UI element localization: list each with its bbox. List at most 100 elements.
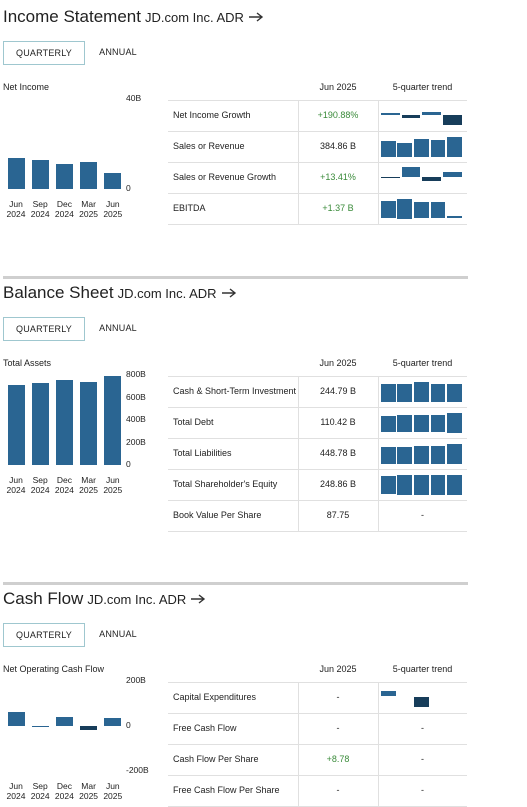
tab[interactable]: ANNUAL bbox=[99, 47, 137, 57]
y-tick-label: -200B bbox=[126, 765, 149, 775]
chart-label: Net Income bbox=[3, 82, 50, 92]
arrow-path bbox=[191, 594, 206, 604]
x-tick-label: Mar 2025 bbox=[79, 475, 99, 495]
section-title: Cash Flow bbox=[3, 589, 84, 608]
y-tick-label: 200B bbox=[126, 436, 146, 447]
trend-bar bbox=[397, 198, 413, 219]
section-header: Balance Sheet JD.com Inc. ADR bbox=[3, 283, 237, 305]
trend-bar bbox=[447, 412, 462, 433]
bar bbox=[55, 164, 73, 189]
row-label: Book Value Per Share bbox=[173, 509, 262, 520]
trend-bar bbox=[380, 383, 396, 402]
y-tick-label: 40B bbox=[126, 93, 142, 103]
row-label: Free Cash Flow Per Share bbox=[173, 784, 280, 795]
column-header: Jun 2025 bbox=[319, 82, 357, 92]
arrow-icon bbox=[248, 12, 264, 22]
row-value: 384.86 B bbox=[319, 140, 357, 151]
row-value: +13.41% bbox=[320, 171, 356, 182]
x-tick-label: Jun 2025 bbox=[103, 475, 123, 495]
trend-bar bbox=[397, 414, 413, 433]
trend-bar bbox=[401, 166, 421, 177]
row-value: +8.78 bbox=[326, 753, 350, 764]
section-header: Cash Flow JD.com Inc. ADR bbox=[3, 589, 206, 611]
bar bbox=[80, 726, 98, 731]
row-value: 244.79 B bbox=[319, 385, 357, 396]
trend-bar bbox=[397, 383, 413, 402]
row-rule bbox=[168, 469, 467, 470]
trend-value: - bbox=[421, 784, 424, 795]
row-rule bbox=[168, 131, 467, 132]
section-divider bbox=[3, 276, 468, 279]
trend-bar bbox=[397, 142, 413, 157]
column-rule bbox=[378, 376, 379, 531]
bar bbox=[55, 717, 73, 726]
trend-bar bbox=[414, 138, 429, 157]
x-tick-label: Dec 2024 bbox=[54, 475, 74, 495]
x-tick-label: Jun 2024 bbox=[6, 475, 26, 495]
row-label: Sales or Revenue Growth bbox=[173, 171, 277, 182]
bar bbox=[104, 172, 122, 189]
tab[interactable]: ANNUAL bbox=[99, 323, 137, 333]
column-header: 5-quarter trend bbox=[392, 664, 453, 674]
y-tick-label: 800B bbox=[126, 369, 146, 379]
tab[interactable]: QUARTERLY bbox=[3, 317, 85, 341]
trend-bar bbox=[380, 446, 396, 464]
column-header: Jun 2025 bbox=[319, 664, 357, 674]
row-rule bbox=[168, 407, 467, 408]
trend-bar bbox=[447, 474, 462, 495]
x-tick-label: Jun 2025 bbox=[103, 781, 123, 801]
tab[interactable]: QUARTERLY bbox=[3, 623, 85, 647]
bar bbox=[7, 712, 25, 726]
trend-bar bbox=[430, 383, 446, 402]
row-rule bbox=[168, 531, 467, 532]
trend-bar bbox=[447, 383, 462, 402]
row-label: Net Income Growth bbox=[173, 109, 251, 120]
trend-bar bbox=[401, 114, 421, 118]
trend-bar bbox=[414, 696, 429, 707]
trend-bar bbox=[414, 445, 429, 464]
company-link[interactable]: JD.com Inc. ADR bbox=[87, 592, 187, 607]
row-label: Sales or Revenue bbox=[173, 140, 245, 151]
trend-bar bbox=[414, 414, 429, 433]
trend-bar bbox=[447, 136, 462, 157]
bar bbox=[55, 379, 73, 465]
x-tick-label: Sep 2024 bbox=[30, 199, 50, 219]
chart-label: Net Operating Cash Flow bbox=[3, 664, 105, 674]
x-tick-label: Mar 2025 bbox=[79, 199, 99, 219]
x-tick-label: Jun 2024 bbox=[6, 781, 26, 801]
bar bbox=[31, 160, 49, 189]
arrow-path bbox=[248, 12, 264, 22]
row-label: Total Liabilities bbox=[173, 447, 232, 458]
bar bbox=[7, 385, 25, 465]
row-label: Total Debt bbox=[173, 416, 214, 427]
x-tick-label: Sep 2024 bbox=[30, 781, 50, 801]
row-label: Total Shareholder's Equity bbox=[173, 478, 278, 489]
trend-value: - bbox=[421, 753, 424, 764]
row-value: +190.88% bbox=[317, 109, 359, 120]
column-header: 5-quarter trend bbox=[392, 82, 453, 92]
trend-bar bbox=[430, 201, 446, 219]
company-link[interactable]: JD.com Inc. ADR bbox=[144, 10, 244, 25]
bar bbox=[80, 162, 98, 189]
y-tick-label: 0 bbox=[126, 720, 131, 730]
trend-bar bbox=[447, 216, 462, 219]
x-tick-label: Jun 2024 bbox=[6, 199, 26, 219]
row-label: Cash & Short-Term Investment bbox=[173, 385, 297, 396]
table-rule bbox=[168, 376, 467, 377]
tab[interactable]: ANNUAL bbox=[99, 629, 137, 639]
trend-bar bbox=[422, 176, 442, 181]
company-link[interactable]: JD.com Inc. ADR bbox=[117, 286, 217, 301]
trend-bar bbox=[397, 474, 413, 495]
row-value: 248.86 B bbox=[319, 478, 357, 489]
trend-bar bbox=[380, 415, 396, 433]
trend-bar bbox=[430, 414, 446, 433]
tab[interactable]: QUARTERLY bbox=[3, 41, 85, 65]
row-value: - bbox=[336, 691, 340, 702]
trend-bar bbox=[380, 690, 396, 697]
trend-bar bbox=[414, 381, 429, 402]
trend-bar bbox=[447, 443, 462, 464]
trend-bar bbox=[414, 201, 429, 219]
y-tick-label: 600B bbox=[126, 391, 146, 402]
